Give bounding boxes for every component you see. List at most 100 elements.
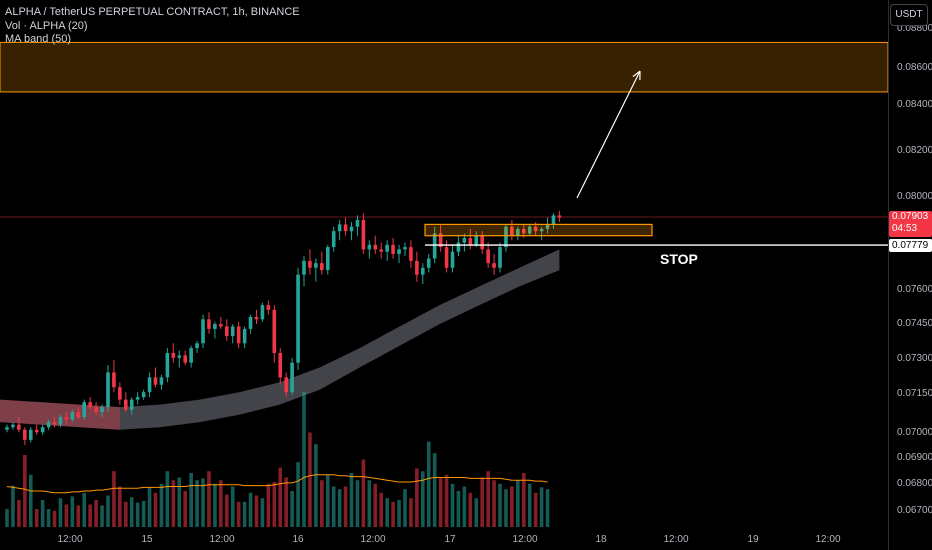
volume-bar: [100, 505, 104, 527]
volume-bar: [516, 480, 520, 527]
x-tick-label: 12:00: [57, 534, 82, 545]
candle-body: [260, 305, 265, 320]
candle-body: [480, 235, 484, 250]
candle-body: [141, 392, 146, 398]
candle-body: [367, 244, 372, 250]
volume-bar: [224, 494, 229, 527]
candle-body: [504, 226, 508, 248]
candle-body: [373, 244, 378, 250]
volume-bar: [373, 483, 378, 527]
volume-bar: [88, 504, 92, 527]
candle-body: [5, 427, 9, 430]
volume-bar: [379, 492, 384, 527]
volume-bar: [533, 492, 538, 527]
candle-body: [129, 399, 134, 410]
candle-body: [88, 402, 92, 408]
candle-body: [486, 249, 490, 264]
candle-body: [201, 319, 205, 344]
stop-label: STOP: [660, 251, 698, 267]
candle-body: [94, 407, 98, 413]
x-tick-label: 15: [141, 534, 153, 545]
last-price-tag: 0.07903 04:53: [889, 211, 932, 237]
volume-bar: [521, 473, 526, 527]
candle-body: [308, 260, 312, 268]
volume-bar: [260, 498, 265, 527]
candle-body: [40, 427, 45, 433]
candle-body: [82, 402, 87, 418]
volume-bar: [254, 495, 259, 527]
volume-bar: [112, 471, 116, 527]
x-tick-label: 12:00: [815, 534, 840, 545]
candle-body: [189, 348, 193, 363]
volume-bar: [397, 500, 401, 527]
candle-body: [527, 226, 532, 234]
stop-price-tag: 0.07779: [889, 239, 932, 252]
volume-bar: [11, 485, 15, 527]
volume-indicator-label[interactable]: Vol · ALPHA (20): [5, 19, 88, 32]
entry-box: [424, 223, 653, 237]
volume-bar: [462, 486, 467, 527]
x-tick-label: 12:00: [360, 534, 385, 545]
candle-body: [219, 324, 223, 327]
volume-ma-line: [6, 474, 548, 494]
candle-body: [320, 263, 324, 271]
candle-body: [224, 326, 229, 337]
symbol-title[interactable]: ALPHA / TetherUS PERPETUAL CONTRACT, 1h,…: [5, 6, 300, 18]
candle-body: [112, 372, 116, 388]
candle-body: [242, 328, 247, 344]
candle-body: [100, 407, 104, 413]
volume-bar: [331, 486, 336, 527]
candle-body: [296, 274, 300, 363]
candle-body: [331, 231, 336, 248]
volume-bar: [242, 501, 247, 527]
volume-bar: [438, 477, 443, 527]
volume-bar: [64, 504, 69, 527]
ma-band-indicator-label[interactable]: MA band (50): [5, 33, 72, 45]
volume-bar: [539, 487, 544, 527]
candle-body: [450, 251, 455, 268]
candle-body: [385, 244, 389, 252]
candle-body: [349, 226, 354, 232]
volume-bar: [40, 500, 45, 527]
candle-body: [551, 215, 556, 225]
volume-bar: [349, 473, 354, 527]
candle-body: [230, 326, 235, 337]
volume-bar: [46, 509, 51, 527]
candle-body: [124, 399, 128, 410]
volume-bar: [296, 462, 300, 527]
volume-bar: [236, 501, 241, 527]
x-tick-label: 18: [595, 534, 607, 545]
candle-body: [456, 242, 461, 252]
candle-body: [64, 417, 69, 420]
volume-bar: [147, 487, 152, 527]
candle-body: [272, 309, 277, 353]
candle-body: [403, 247, 407, 250]
volume-bar: [302, 392, 306, 527]
volume-bar: [325, 474, 330, 527]
volume-bar: [426, 441, 431, 527]
candle-body: [254, 316, 259, 320]
volume-bar: [76, 505, 81, 527]
volume-bar: [266, 483, 271, 527]
volume-bar: [391, 501, 395, 527]
candle-body: [106, 372, 110, 408]
currency-button[interactable]: USDT: [890, 4, 928, 26]
y-tick-label: 0.07300: [897, 353, 932, 364]
volume-bar: [94, 500, 98, 527]
candle-body: [165, 352, 170, 378]
candle-body: [195, 343, 199, 349]
candle-body: [409, 247, 413, 261]
volume-bar: [444, 474, 449, 527]
volume-bar: [498, 483, 502, 527]
volume-bar: [23, 455, 27, 527]
candle-body: [76, 412, 81, 418]
volume-bar: [337, 489, 342, 527]
volume-bar: [545, 489, 550, 527]
x-tick-label: 16: [292, 534, 304, 545]
candle-body: [177, 355, 182, 358]
volume-bar: [355, 480, 360, 527]
volume-bar: [129, 497, 134, 527]
volume-bar: [159, 483, 164, 527]
volume-bar: [278, 467, 283, 527]
